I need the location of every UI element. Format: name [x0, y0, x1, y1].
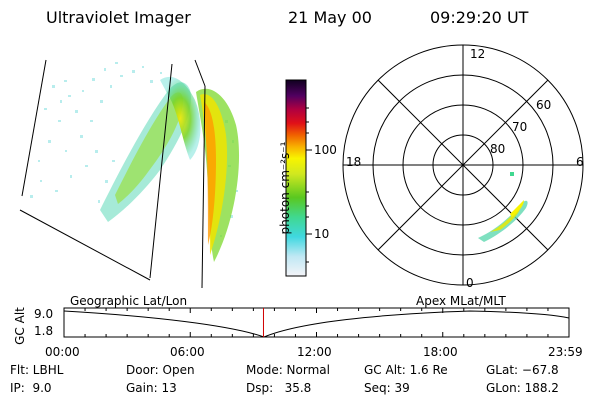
info-dsp: Dsp: 35.8 [246, 381, 312, 395]
timeline-tick-0600: 06:00 [170, 345, 205, 359]
info-flt: Flt: LBHL [10, 363, 64, 377]
polar-label-mlt-6: 6 [576, 155, 584, 169]
info-door: Door: Open [126, 363, 195, 377]
info-mode: Mode: Normal [246, 363, 330, 377]
instrument-title: Ultraviolet Imager [46, 8, 191, 27]
geographic-grid-lines [19, 59, 206, 289]
polar-label-lat-70: 70 [512, 120, 528, 134]
image-time: 09:29:20 UT [430, 8, 529, 27]
colorbar-tick-100: 100 [314, 143, 337, 157]
timeline-ytick-top: 9.0 [34, 307, 54, 321]
timeline-tick-1200: 12:00 [297, 345, 332, 359]
image-date: 21 May 00 [288, 8, 372, 27]
orbit-altitude-curve [63, 310, 570, 338]
info-gcalt: GC Alt: 1.6 Re [364, 363, 448, 377]
polar-label-mlt-12: 12 [470, 47, 486, 61]
polar-label-lat-60: 60 [536, 98, 552, 112]
timeline-tick-0000: 00:00 [45, 345, 80, 359]
timeline-left-title: Geographic Lat/Lon [70, 294, 188, 308]
colorbar-tick-10: 10 [314, 227, 330, 241]
info-gain: Gain: 13 [126, 381, 177, 395]
timeline-ytick-bottom: 1.8 [34, 324, 54, 338]
polar-label-mlt-18: 18 [346, 155, 362, 169]
info-glon: GLon: 188.2 [486, 381, 559, 395]
polar-label-mlt-0: 0 [466, 276, 474, 290]
timeline-tick-2359: 23:59 [548, 345, 583, 359]
polar-label-lat-80: 80 [490, 142, 506, 156]
info-glat: GLat: −67.8 [486, 363, 559, 377]
info-ip: IP: 9.0 [10, 381, 52, 395]
timeline-tick-1800: 18:00 [423, 345, 458, 359]
timeline-right-title: Apex MLat/MLT [416, 294, 506, 308]
info-seq: Seq: 39 [364, 381, 410, 395]
